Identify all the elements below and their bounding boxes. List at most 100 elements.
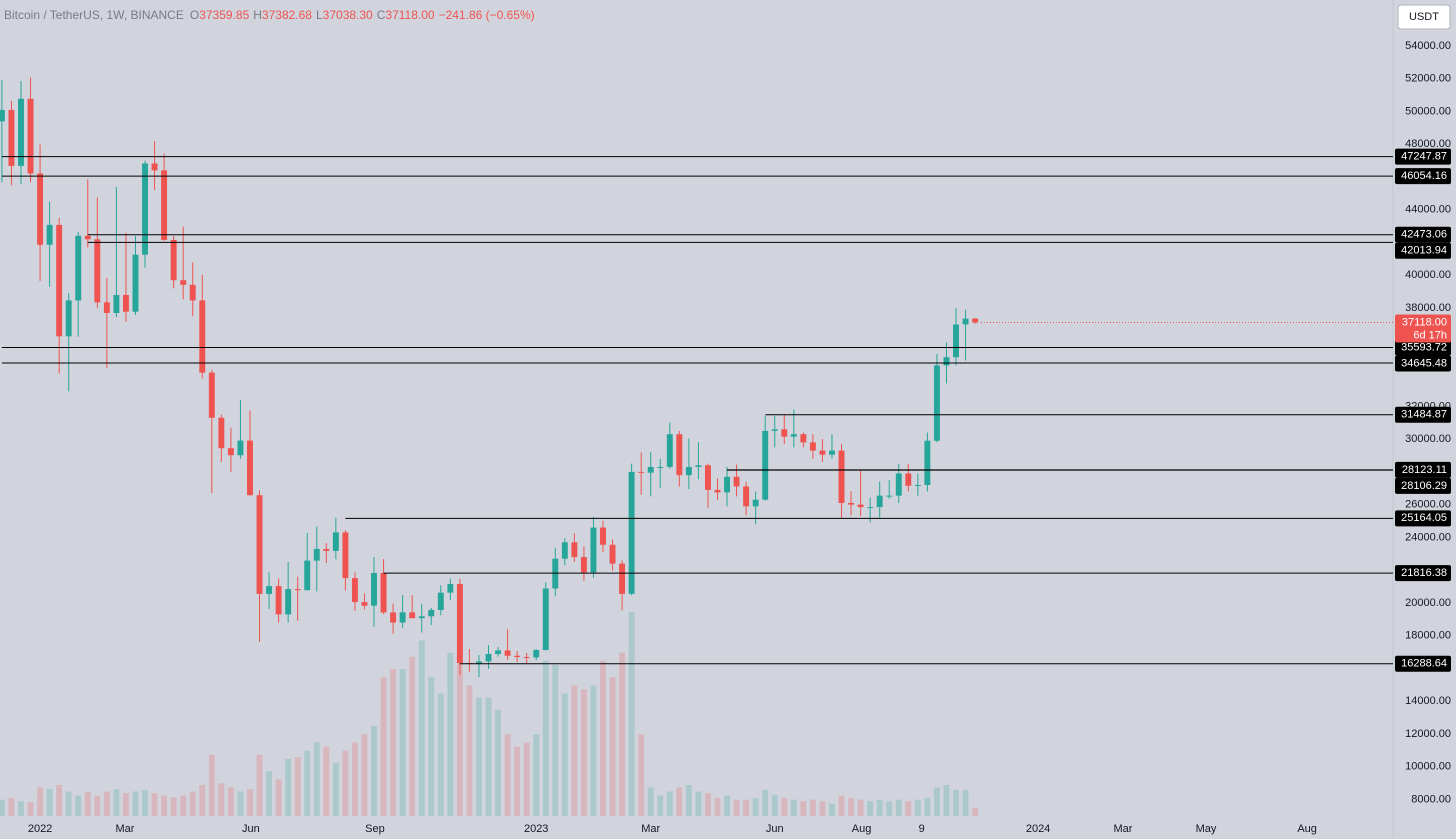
level-label-box [1395,168,1451,185]
candle-body [676,434,683,476]
volume-bar [285,758,292,816]
y-tick-label: 40000.00 [1405,269,1451,281]
level-label: 16288.64 [1401,658,1447,670]
y-tick-label: 52000.00 [1405,73,1451,85]
x-tick-label: 9 [919,823,925,835]
volume-bar [113,789,120,816]
last-price-box [1395,314,1451,343]
candle-body [256,495,263,594]
volume-bar [380,677,387,816]
volume-bar [0,799,5,816]
x-tick-label: Aug [1297,823,1317,835]
candle-body [170,239,177,281]
candle-body [600,527,606,545]
currency-button[interactable] [1397,4,1451,30]
candle-body [876,495,883,508]
candle-body [27,98,34,174]
level-label-box [1395,461,1451,478]
legend-key: O [190,8,199,22]
volume-bar [304,750,311,816]
volume-bar [189,791,196,816]
volume-bar [151,793,158,816]
volume-bar [351,742,358,816]
candle-body [628,471,635,594]
volume-bar [132,791,139,816]
volume-bar [418,640,425,816]
volume-bar [456,644,463,816]
volume-bar [580,689,587,816]
volume-bar [227,787,234,816]
candle-body [495,650,502,654]
volume-bar [361,734,368,816]
candle-body [685,466,692,476]
volume-bar [790,799,797,816]
volume-bar [704,793,711,816]
volume-bar [37,787,44,816]
volume-bar [972,807,979,816]
candle-body [733,476,740,487]
candle-body [752,499,759,507]
candle-body [132,254,139,312]
volume-bar [199,784,206,816]
volume-bar [867,801,874,816]
volume-bar [84,791,91,816]
candle-body [342,532,349,579]
legend-value: 37118.00 [385,8,434,22]
volume-bar [27,802,34,816]
volume-bar [962,789,969,816]
volume-bar [256,754,263,816]
volume-bar [237,791,244,816]
candle-body [361,602,368,606]
volume-bar [161,795,168,816]
candle-body [924,440,931,485]
level-label: 31484.87 [1401,409,1447,421]
candle-body [867,507,874,509]
volume-bar [848,798,855,816]
level-label: 46054.16 [1401,170,1447,182]
volume-bar [905,801,912,816]
volume-bar [724,795,730,816]
volume-bar [485,697,492,816]
candle-body [275,586,282,615]
volume-bar [876,799,883,816]
candle-body [762,430,769,500]
candle-body [962,318,969,325]
volume-bar [886,801,893,816]
candle-body [886,495,893,497]
candle-body [94,239,101,303]
candle-body [428,609,435,617]
candle-body [914,484,921,486]
candle-body [151,163,158,171]
volume-bar [914,799,921,816]
candle-body [56,224,63,337]
candle-body [533,649,540,658]
x-tick-label: Jun [242,823,260,835]
level-label-box [1395,355,1451,372]
last-price-label: 37118.00 [1402,316,1447,328]
candle-body [371,573,377,606]
y-tick-label: 10000.00 [1405,761,1451,773]
volume-bar [313,742,320,816]
volume-bar [953,789,959,816]
candle-body [199,300,206,373]
volume-bar [714,798,721,816]
volume-bar [75,795,82,816]
currency[interactable]: USDT [1409,11,1439,23]
candle-body [972,318,979,323]
x-tick-label: Jun [766,823,784,835]
candle-body [905,473,912,486]
volume-bar [628,611,635,816]
candle-body [657,466,664,468]
volume-bar [590,685,597,816]
candle-body [838,450,845,503]
candle-body [514,655,521,657]
volume-bar [943,784,950,816]
candle-body [647,466,654,473]
candle-body [580,557,587,573]
y-tick-label: 14000.00 [1405,695,1451,707]
volume-bar [571,685,578,816]
candle-body [161,170,168,240]
volume-bar [600,660,606,816]
y-tick-label: 44000.00 [1405,204,1451,216]
